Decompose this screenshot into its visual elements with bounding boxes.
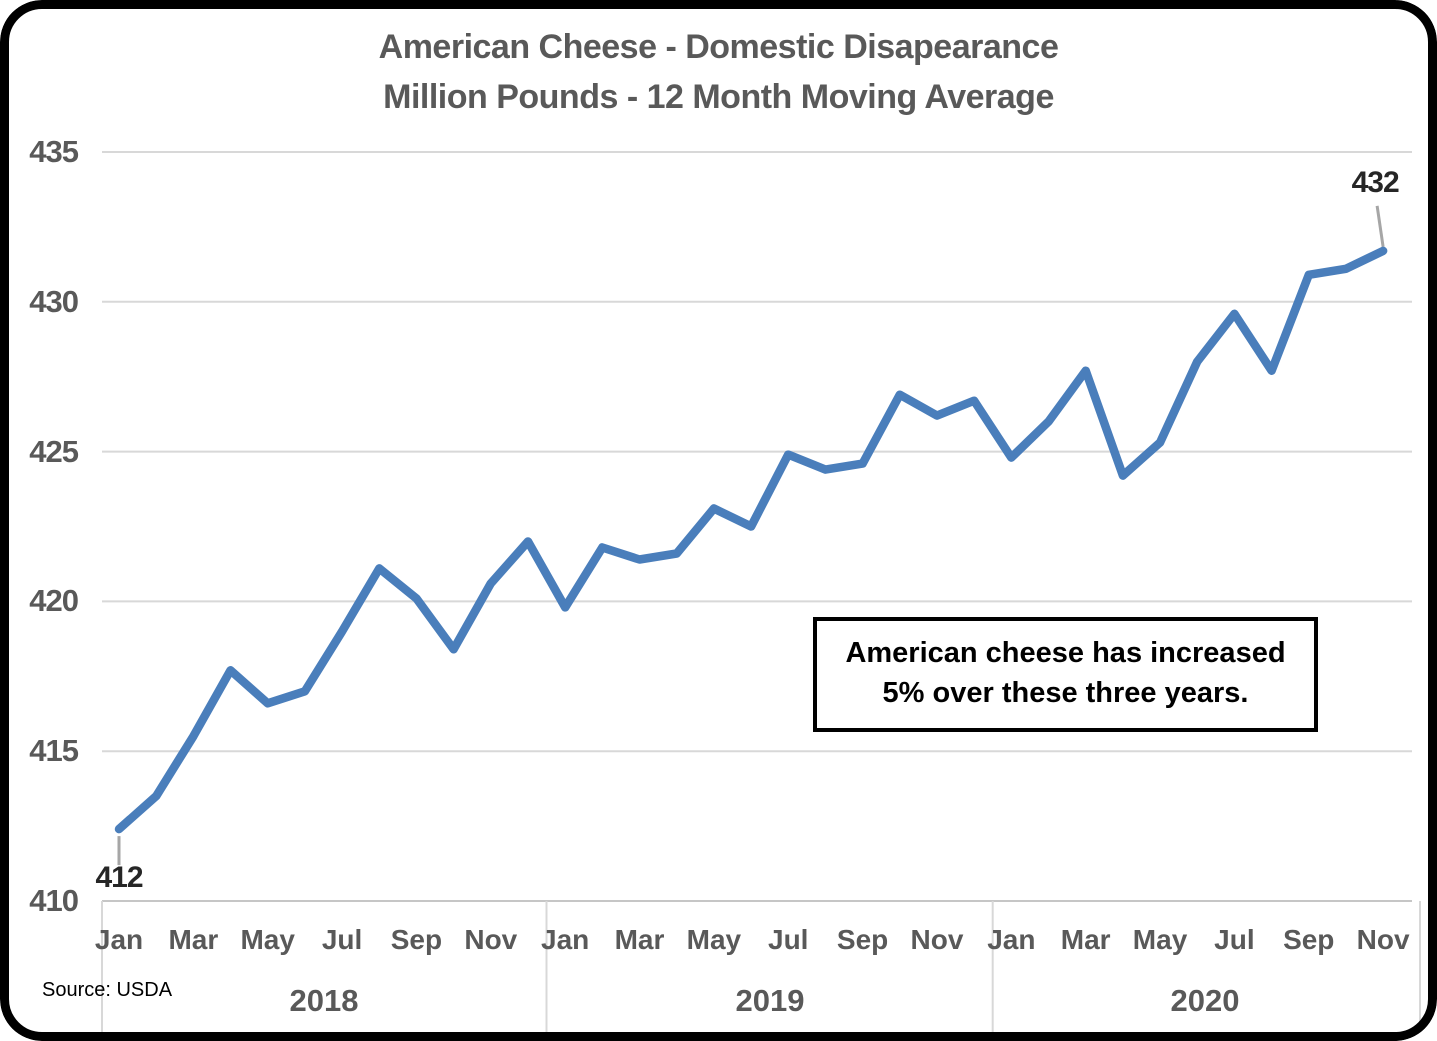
y-tick-label-430: 430 bbox=[29, 283, 79, 319]
x-tick-label-may-2020: May bbox=[1132, 924, 1188, 955]
x-year-label-2018: 2018 bbox=[289, 983, 359, 1018]
annotation-line2: 5% over these three years. bbox=[882, 677, 1249, 709]
chart-title-line2: Million Pounds - 12 Month Moving Average bbox=[383, 78, 1054, 116]
x-tick-label-nov-2019: Nov bbox=[910, 924, 964, 955]
chart-title: American Cheese - Domestic Disapearance … bbox=[0, 22, 1437, 122]
chart-title-line1: American Cheese - Domestic Disapearance bbox=[378, 28, 1059, 66]
data-label-last-point: 432 bbox=[1351, 165, 1400, 199]
data-label-first-point: 412 bbox=[95, 861, 143, 895]
x-tick-label-sep-2020: Sep bbox=[1283, 924, 1335, 955]
x-tick-label-sep-2018: Sep bbox=[390, 924, 443, 955]
source-label: Source: USDA bbox=[42, 979, 173, 1001]
y-tick-label-420: 420 bbox=[29, 583, 79, 619]
x-tick-label-jul-2018: Jul bbox=[321, 924, 363, 955]
y-tick-label-415: 415 bbox=[29, 733, 79, 769]
y-tick-label-425: 425 bbox=[29, 433, 79, 469]
x-tick-label-nov-2018: Nov bbox=[464, 924, 518, 955]
x-tick-label-mar-2020: Mar bbox=[1060, 924, 1111, 955]
x-year-label-2019: 2019 bbox=[735, 983, 805, 1018]
x-tick-label-may-2018: May bbox=[240, 924, 295, 955]
annotation-line1: American cheese has increased bbox=[845, 637, 1286, 669]
y-tick-label-410: 410 bbox=[29, 883, 79, 918]
data-series-line bbox=[114, 246, 1388, 834]
x-tick-label-jan-2020: Jan bbox=[987, 924, 1036, 955]
x-year-label-2020: 2020 bbox=[1170, 983, 1240, 1018]
x-axis-year-separators bbox=[101, 901, 1421, 1036]
x-tick-label-nov-2020: Nov bbox=[1356, 924, 1410, 955]
x-tick-label-jul-2019: Jul bbox=[768, 924, 809, 955]
x-tick-label-jan-2019: Jan bbox=[541, 924, 590, 955]
x-tick-label-jul-2020: Jul bbox=[1214, 924, 1255, 955]
annotation-box: American cheese has increased 5% over th… bbox=[813, 617, 1318, 732]
y-tick-label-435: 435 bbox=[29, 134, 79, 169]
x-tick-label-may-2019: May bbox=[686, 924, 742, 955]
x-tick-label-mar-2018: Mar bbox=[168, 924, 219, 955]
x-tick-label-sep-2019: Sep bbox=[836, 924, 889, 955]
x-tick-label-mar-2019: Mar bbox=[614, 924, 665, 955]
x-tick-label-jan-2018: Jan bbox=[94, 924, 144, 955]
leader-line-last-point bbox=[1375, 205, 1385, 248]
gridlines bbox=[102, 151, 1412, 902]
